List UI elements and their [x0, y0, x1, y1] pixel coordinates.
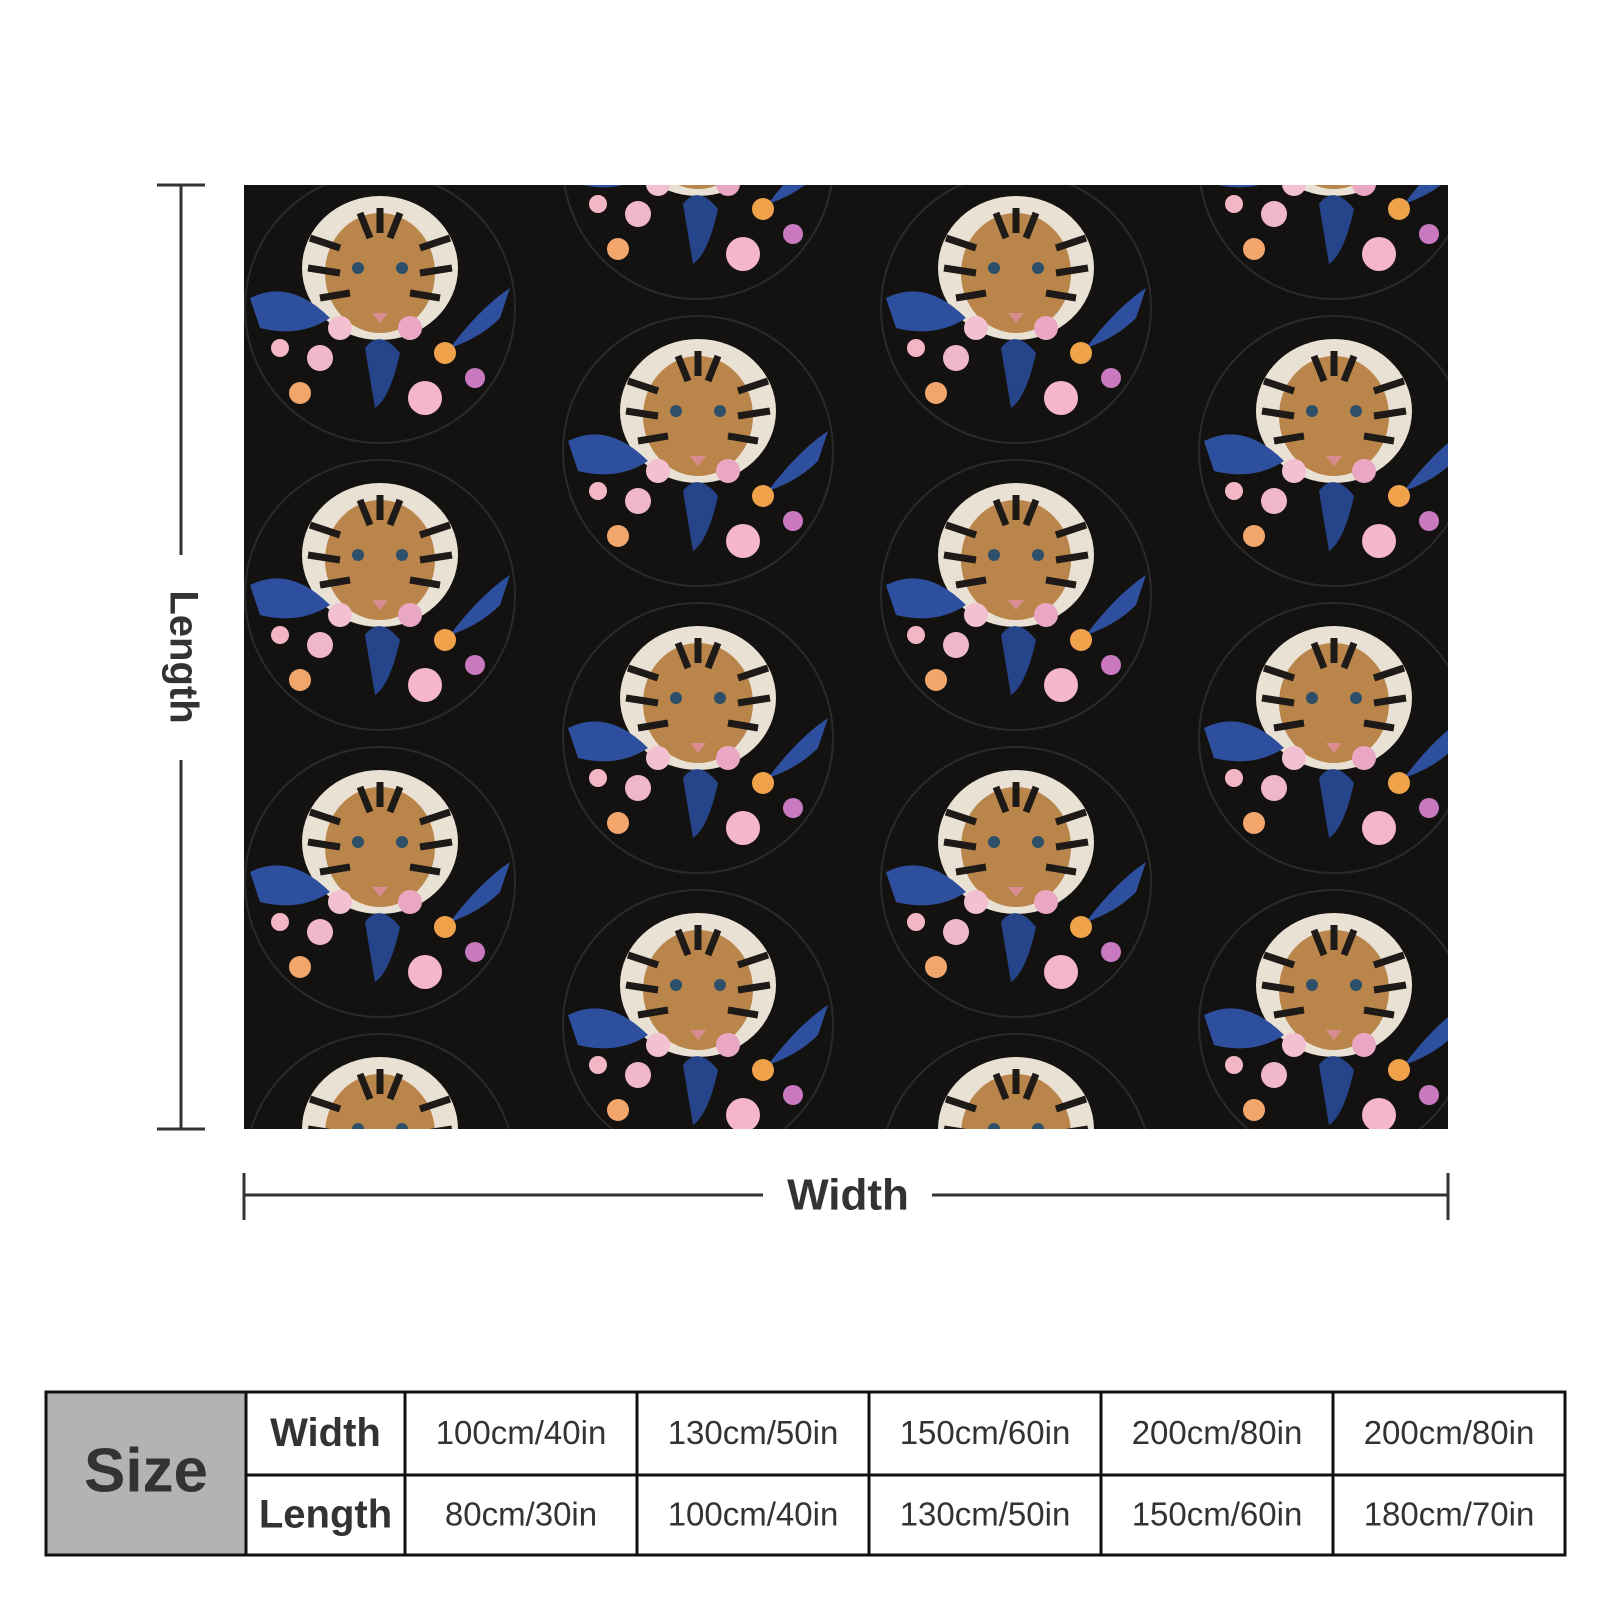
row-label-cell [244, 1473, 407, 1557]
size-header: Size [84, 1436, 208, 1505]
size-value: 180cm/70in [1364, 1496, 1535, 1533]
size-value: 150cm/60in [1132, 1496, 1303, 1533]
size-value: 100cm/40in [668, 1496, 839, 1533]
size-value: 80cm/30in [445, 1496, 597, 1533]
size-cell [1331, 1473, 1567, 1557]
size-value: 150cm/60in [900, 1414, 1071, 1451]
blanket-image [244, 185, 1448, 1129]
size-value: 200cm/80in [1132, 1414, 1303, 1451]
width-indicator [242, 1173, 1450, 1220]
width-label: Width [787, 1171, 909, 1220]
size-header-cell [44, 1390, 248, 1557]
size-value: 130cm/50in [668, 1414, 839, 1451]
size-cell [867, 1473, 1103, 1557]
size-table: Size Width 100cm/40in 130cm/50in 150cm/60in… [44, 1390, 1567, 1557]
size-value: 100cm/40in [436, 1414, 607, 1451]
size-value: 200cm/80in [1364, 1414, 1535, 1451]
length-label: Length [161, 590, 205, 723]
size-cell [1331, 1390, 1567, 1477]
size-cell [403, 1473, 639, 1557]
size-value: 130cm/50in [900, 1496, 1071, 1533]
length-indicator [157, 183, 205, 1131]
size-cell [1099, 1390, 1335, 1477]
row-label: Length [259, 1493, 392, 1537]
size-cell [1099, 1473, 1335, 1557]
row-label: Width [270, 1411, 381, 1455]
